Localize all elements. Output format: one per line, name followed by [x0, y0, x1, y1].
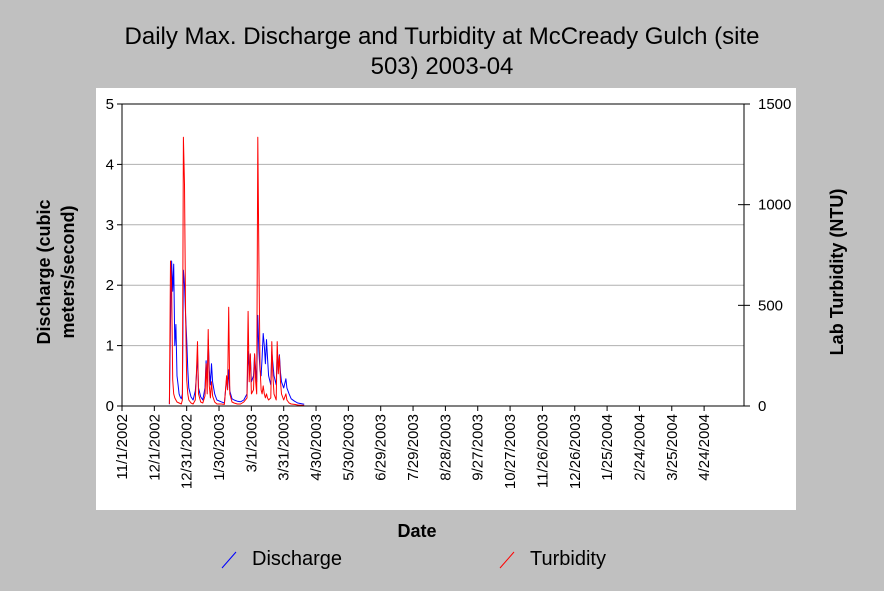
x-tick-label: 11/26/2003	[534, 414, 551, 488]
x-tick-label: 6/29/2003	[373, 414, 390, 481]
x-axis: 11/1/2002 12/1/2002 12/31/2002 1/30/2003 3/1…	[114, 406, 713, 489]
x-tick-label: 3/1/2003	[243, 414, 260, 472]
left-tick-label: 1	[106, 338, 114, 355]
right-tick-label: 500	[758, 297, 783, 314]
plot-frame	[121, 103, 745, 407]
gridlines	[122, 163, 744, 347]
left-axis-title-line-1: Discharge (cubic	[34, 199, 54, 344]
x-tick-label: 3/25/2004	[664, 414, 681, 481]
x-tick-label: 11/1/2002	[114, 414, 131, 480]
x-tick-label: 12/31/2002	[179, 414, 196, 489]
right-axis-title: Lab Turbidity (NTU)	[827, 189, 847, 356]
legend-discharge-swatch	[221, 551, 237, 569]
left-tick-label: 5	[106, 96, 114, 113]
x-tick-label: 7/29/2003	[405, 414, 422, 481]
x-tick-label: 1/25/2004	[599, 414, 616, 481]
left-y-axis: 0 1 2 3 4 5	[106, 96, 122, 415]
legend-turbidity-swatch	[499, 551, 515, 569]
legend-discharge-label: Discharge	[252, 548, 342, 570]
series-lines	[168, 136, 305, 406]
right-tick-label: 0	[758, 398, 766, 415]
x-tick-label: 4/30/2003	[308, 414, 325, 481]
x-tick-label: 1/30/2003	[211, 414, 228, 481]
series-line-discharge	[168, 260, 305, 405]
left-tick-label: 2	[106, 277, 114, 294]
legend-turbidity-label: Turbidity	[530, 548, 606, 570]
x-tick-label: 8/28/2003	[437, 414, 454, 481]
left-tick-label: 0	[106, 398, 114, 415]
x-axis-title: Date	[397, 521, 436, 541]
legend: Discharge Turbidity	[221, 548, 606, 570]
x-tick-label: 12/26/2003	[567, 414, 584, 489]
x-tick-label: 9/27/2003	[470, 414, 487, 481]
x-tick-label: 12/1/2002	[146, 414, 163, 481]
x-tick-label: 2/24/2004	[631, 414, 648, 481]
left-tick-label: 4	[106, 156, 114, 173]
right-tick-label: 1500	[758, 96, 791, 113]
chart-background	[96, 88, 796, 510]
chart-title-line-1: Daily Max. Discharge and Turbidity at Mc…	[125, 23, 760, 50]
right-y-axis: 0 500 1000 1500	[738, 96, 791, 415]
x-tick-label: 10/27/2003	[502, 414, 519, 489]
right-tick-label: 1000	[758, 197, 791, 214]
left-axis-title-line-2: meters/second)	[58, 205, 78, 338]
chart-title-line-2: 503) 2003-04	[371, 53, 514, 80]
left-tick-label: 3	[106, 217, 114, 234]
x-tick-label: 4/24/2004	[696, 414, 713, 481]
series-line-turbidity	[168, 136, 305, 406]
x-tick-label: 3/31/2003	[276, 414, 293, 481]
x-tick-label: 5/30/2003	[340, 414, 357, 481]
